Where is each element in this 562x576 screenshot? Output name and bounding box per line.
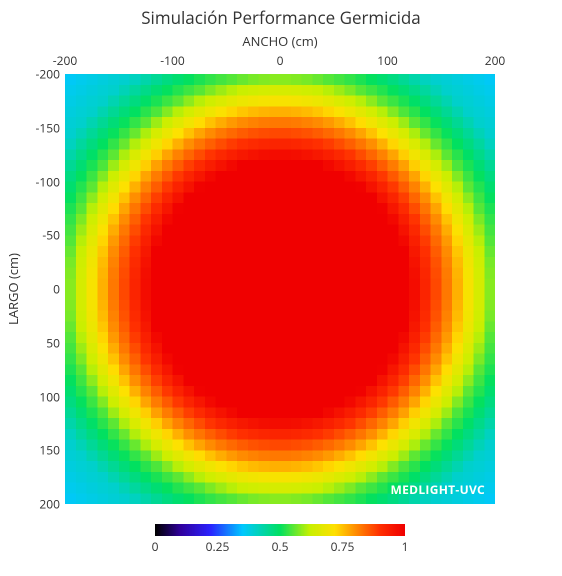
- y-tick-label: 50: [24, 334, 60, 351]
- y-tick-label: -150: [24, 119, 60, 136]
- x-tick-label: 200: [475, 52, 515, 69]
- colorbar-tick-label: 0.5: [272, 538, 289, 555]
- colorbar-tick-label: 0: [152, 538, 159, 555]
- y-tick-label: 0: [24, 281, 60, 298]
- colorbar: 00.250.50.751: [155, 524, 405, 550]
- heatmap-canvas: [65, 74, 495, 504]
- heatmap-plot-area: MEDLIGHT-UVC: [65, 74, 495, 504]
- x-axis-title: ANCHO (cm): [65, 32, 495, 50]
- y-tick-label: 200: [24, 496, 60, 513]
- x-tick-label: -100: [153, 52, 193, 69]
- y-tick-label: -50: [24, 227, 60, 244]
- heatmap-chart: Simulación Performance Germicida ANCHO (…: [0, 0, 562, 576]
- y-tick-label: -200: [24, 66, 60, 83]
- y-tick-label: 150: [24, 442, 60, 459]
- colorbar-tick-label: 0.25: [206, 538, 230, 555]
- colorbar-ticks: 00.250.50.751: [155, 536, 405, 550]
- y-tick-label: 100: [24, 388, 60, 405]
- colorbar-tick-label: 1: [402, 538, 409, 555]
- colorbar-tick-label: 0.75: [331, 538, 355, 555]
- colorbar-gradient: [155, 524, 405, 536]
- x-tick-label: 0: [260, 52, 300, 69]
- watermark-label: MEDLIGHT-UVC: [391, 481, 485, 498]
- y-tick-label: -100: [24, 173, 60, 190]
- y-axis-title: LARGO (cm): [4, 74, 18, 504]
- chart-title: Simulación Performance Germicida: [0, 6, 562, 29]
- x-tick-label: 100: [368, 52, 408, 69]
